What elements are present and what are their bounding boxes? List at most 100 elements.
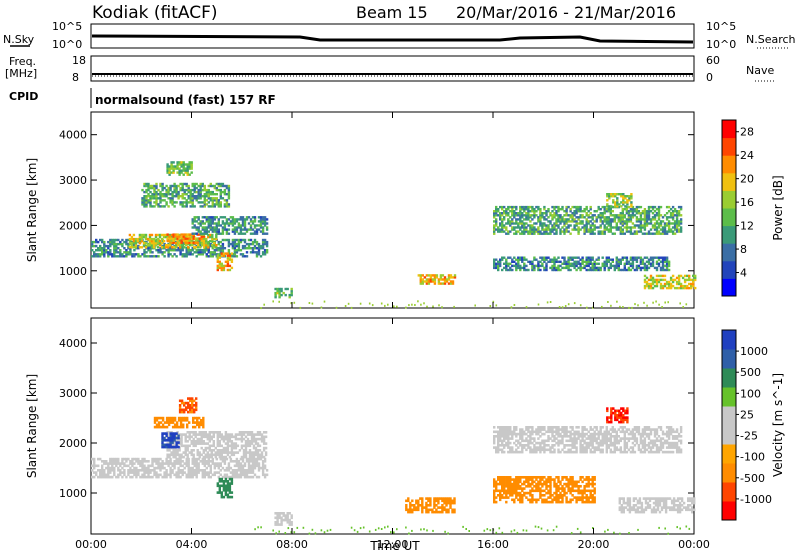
data-cell [157,475,160,479]
data-cell [657,212,661,215]
data-cell [194,241,197,244]
data-cell [195,228,198,231]
data-cell [559,428,562,431]
data-cell [263,222,267,225]
data-cell [226,486,230,490]
data-cell [203,249,206,252]
data-cell [215,244,218,247]
data-cell [201,232,204,235]
ground-cell [423,302,425,305]
data-cell [597,230,600,233]
data-cell [507,220,510,223]
data-cell [168,242,172,245]
data-cell [185,244,188,247]
ground-cell [320,306,323,309]
data-cell [639,218,643,221]
data-cell [667,216,671,219]
data-cell [249,242,253,246]
data-cell [107,240,110,244]
data-cell [547,208,550,211]
data-cell [421,497,424,500]
data-cell [657,205,661,209]
data-cell [619,268,622,272]
data-cell [107,471,110,474]
data-cell [208,435,211,439]
data-cell [235,473,239,477]
data-cell [145,460,148,463]
data-cell [607,216,610,219]
data-cell [601,435,604,438]
data-cell [161,432,164,435]
data-cell [621,216,624,219]
data-cell [571,437,574,440]
data-cell [229,242,233,246]
data-cell [189,205,192,208]
data-cell [253,224,257,227]
data-cell [505,258,508,261]
data-cell [571,216,574,219]
data-cell [627,226,631,229]
data-cell [151,469,154,472]
noise-strip-frame [90,23,695,49]
data-cell [615,437,618,440]
data-cell [499,264,502,268]
data-cell [233,220,237,223]
data-cell [117,466,120,470]
data-cell [167,251,170,254]
data-cell [495,435,498,438]
ground-cell [658,303,660,306]
data-cell [417,508,420,512]
data-cell [117,251,120,254]
data-cell [639,230,643,233]
data-cell [133,249,136,252]
data-cell [159,197,162,200]
data-cell [617,205,620,209]
data-cell [527,268,530,272]
data-cell [225,466,229,470]
ground-cell [573,302,576,305]
data-cell [507,268,510,272]
data-cell [615,262,618,265]
data-cell [447,497,450,500]
data-cell [519,210,522,213]
data-cell [206,437,209,441]
data-cell [220,484,223,488]
data-cell [501,220,504,223]
data-cell [561,220,564,223]
data-cell [535,214,538,217]
data-cell [179,182,182,186]
data-cell [507,435,510,438]
data-cell [188,233,191,236]
data-cell [561,266,564,270]
data-cell [635,208,639,211]
data-cell [595,210,598,213]
data-cell [621,210,624,213]
data-cell [523,208,526,211]
data-cell [218,484,221,488]
data-cell [641,212,645,215]
data-cell [183,466,186,470]
data-cell [537,220,540,223]
data-cell [168,455,171,459]
data-cell [145,195,148,198]
data-cell [649,446,653,449]
data-cell [252,444,256,448]
data-cell [135,460,138,463]
data-cell [579,446,582,449]
data-cell [260,453,264,457]
data-cell [226,495,230,499]
data-cell [609,435,612,438]
data-cell [178,163,181,166]
data-cell [263,220,267,223]
data-cell [91,249,94,252]
data-cell [222,451,226,454]
data-cell [419,280,422,283]
data-cell [161,441,164,444]
data-cell [149,199,152,202]
data-cell [449,499,452,503]
data-cell [97,253,100,256]
data-cell [224,480,228,483]
data-cell [633,437,637,440]
data-cell [237,224,241,227]
data-cell [209,193,212,196]
